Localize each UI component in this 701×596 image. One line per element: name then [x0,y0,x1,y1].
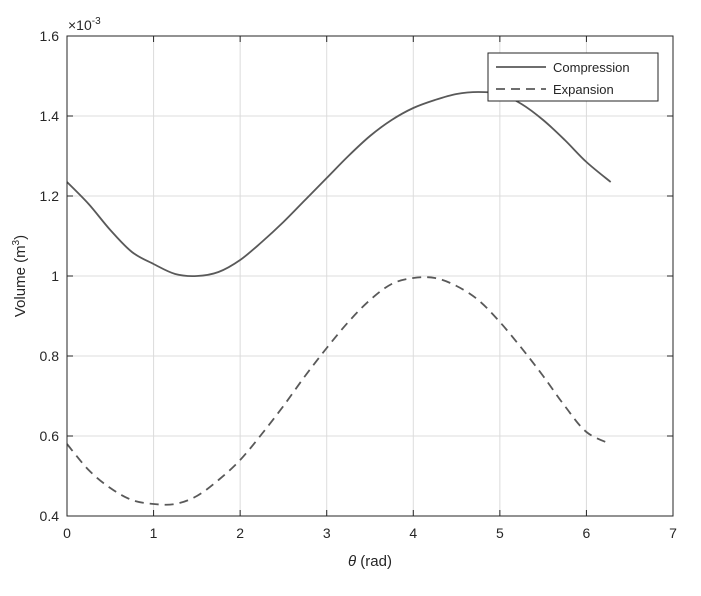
series-line-compression [66,91,612,278]
series-layer [66,91,612,506]
x-tick-label: 7 [669,525,677,541]
y-tick-label: 1.4 [40,108,60,124]
legend-label-expansion: Expansion [553,82,614,97]
y-tick-label: 1 [51,268,59,284]
x-tick-label: 0 [63,525,71,541]
y-tick-label: 1.6 [40,28,60,44]
x-tick-label: 3 [323,525,331,541]
legend-label-compression: Compression [553,60,630,75]
x-tick-label: 1 [150,525,158,541]
y-axis-label-text: Volume (m [12,245,29,317]
x-tick-label: 6 [583,525,591,541]
x-axis-unit: (rad) [356,553,392,570]
y-tick-label: 0.6 [40,428,60,444]
y-axis-label: Volume (m3) [11,235,29,317]
y-multiplier-base: ×10 [68,17,92,33]
y-tick-label: 1.2 [40,188,60,204]
y-axis-label-sup: 3 [11,239,22,245]
y-multiplier: ×10-3 [68,16,101,33]
ticks: 0 1 2 3 4 5 6 7 0.4 0.6 0.8 1 1.2 1.4 1.6 [40,28,678,541]
x-tick-label: 5 [496,525,504,541]
x-tick-label: 4 [409,525,417,541]
y-tick-label: 0.8 [40,348,60,364]
y-tick-label: 0.4 [40,508,60,524]
y-axis-label-close: ) [12,235,29,240]
x-tick-label: 2 [236,525,244,541]
x-axis-symbol: θ [348,553,356,570]
y-multiplier-exponent: -3 [92,16,101,27]
x-axis-label: θ (rad) [348,553,392,570]
series-line-expansion [66,276,612,506]
legend: Compression Expansion [487,52,659,102]
legend-box [487,52,659,102]
